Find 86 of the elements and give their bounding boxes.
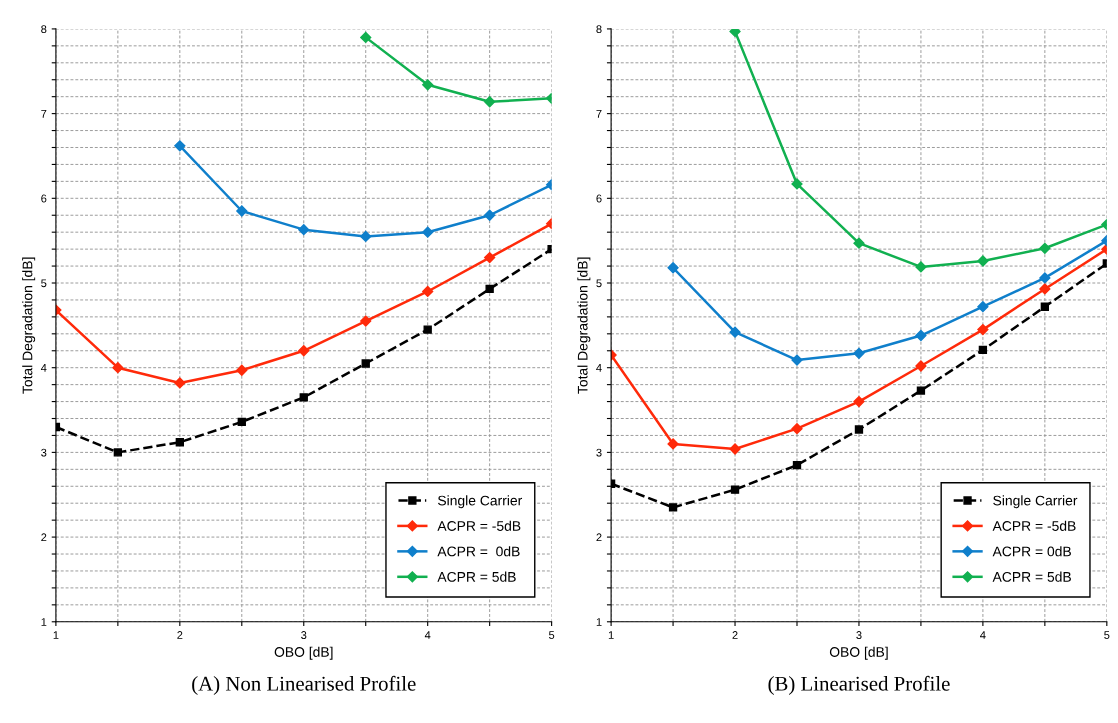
y-axis-title: Total Degradation [dB]	[577, 257, 591, 394]
legend-label: ACPR = 5dB	[437, 571, 516, 582]
y-tick-label: 7	[41, 110, 47, 118]
point	[174, 140, 186, 152]
legend-label: ACPR = -5dB	[437, 520, 521, 531]
legend-label: Single Carrier	[437, 495, 523, 509]
point	[1040, 302, 1050, 311]
x-tick-label: 1	[608, 631, 614, 639]
point	[1039, 272, 1051, 284]
point	[360, 230, 372, 243]
point	[977, 323, 989, 336]
y-tick-label: 5	[41, 279, 47, 288]
point	[915, 329, 927, 342]
point	[360, 315, 372, 327]
point	[237, 417, 246, 427]
y-tick-label: 8	[41, 25, 47, 34]
y-tick-label: 6	[596, 194, 602, 203]
point	[854, 425, 864, 434]
point	[729, 326, 741, 338]
x-tick-label: 2	[732, 631, 738, 639]
point	[175, 438, 184, 447]
y-tick-label: 1	[596, 618, 602, 626]
point	[792, 460, 802, 470]
y-tick-label: 7	[596, 110, 602, 118]
legend-label: ACPR = 0dB	[437, 546, 520, 557]
legend-label: Single Carrier	[993, 495, 1078, 509]
point	[730, 485, 740, 494]
y-tick-label: 2	[596, 533, 602, 542]
point	[422, 79, 434, 91]
legend-label: ACPR = 0dB	[992, 546, 1071, 557]
point	[853, 237, 865, 249]
x-tick-label: 5	[1104, 631, 1110, 639]
point	[791, 423, 803, 435]
y-tick-label: 5	[596, 279, 602, 288]
x-tick-label: 4	[980, 631, 986, 639]
point	[484, 96, 496, 108]
point	[853, 395, 865, 408]
point	[915, 261, 927, 273]
point	[977, 301, 989, 313]
y-tick-label: 3	[596, 448, 602, 457]
point	[484, 209, 496, 221]
point	[729, 28, 741, 38]
text: (B) Linearised Profile	[768, 675, 950, 695]
point	[667, 262, 679, 274]
legend-label: ACPR = 5dB	[992, 571, 1071, 582]
x-tick-label: 1	[53, 631, 59, 639]
point	[113, 448, 123, 457]
point	[298, 224, 310, 236]
point	[422, 285, 434, 298]
x-tick-label: 4	[424, 631, 431, 639]
legend-label: ACPR = -5dB	[992, 520, 1076, 531]
text: (A) Non Linearised Profile	[192, 675, 416, 695]
point	[236, 364, 248, 376]
y-tick-label: 3	[41, 448, 47, 457]
point	[299, 393, 308, 402]
point	[423, 325, 432, 334]
y-tick-label: 6	[41, 194, 47, 203]
y-tick-label: 4	[596, 364, 602, 372]
point	[977, 255, 989, 267]
point	[853, 347, 865, 359]
point	[1039, 242, 1051, 254]
y-tick-label: 1	[41, 618, 47, 626]
point	[360, 31, 372, 43]
point	[112, 362, 124, 374]
point	[667, 438, 679, 450]
point	[422, 226, 434, 238]
point	[485, 284, 494, 294]
x-tick-label: 3	[301, 631, 307, 639]
x-axis-title: OBO [dB]	[274, 646, 333, 660]
point	[978, 345, 988, 355]
y-tick-label: 8	[596, 25, 602, 34]
y-axis-title: Total Degradation [dB]	[22, 257, 36, 394]
point	[298, 345, 310, 357]
point	[361, 359, 370, 368]
point	[236, 205, 248, 217]
x-tick-label: 3	[856, 631, 862, 639]
point	[1039, 283, 1051, 295]
point	[484, 251, 496, 264]
point	[916, 386, 926, 395]
point	[174, 377, 186, 389]
x-tick-label: 5	[548, 631, 555, 639]
x-axis-title: OBO [dB]	[829, 646, 888, 660]
y-tick-label: 2	[41, 533, 47, 542]
point	[668, 503, 678, 512]
x-tick-label: 2	[177, 631, 183, 639]
y-tick-label: 4	[40, 364, 47, 372]
